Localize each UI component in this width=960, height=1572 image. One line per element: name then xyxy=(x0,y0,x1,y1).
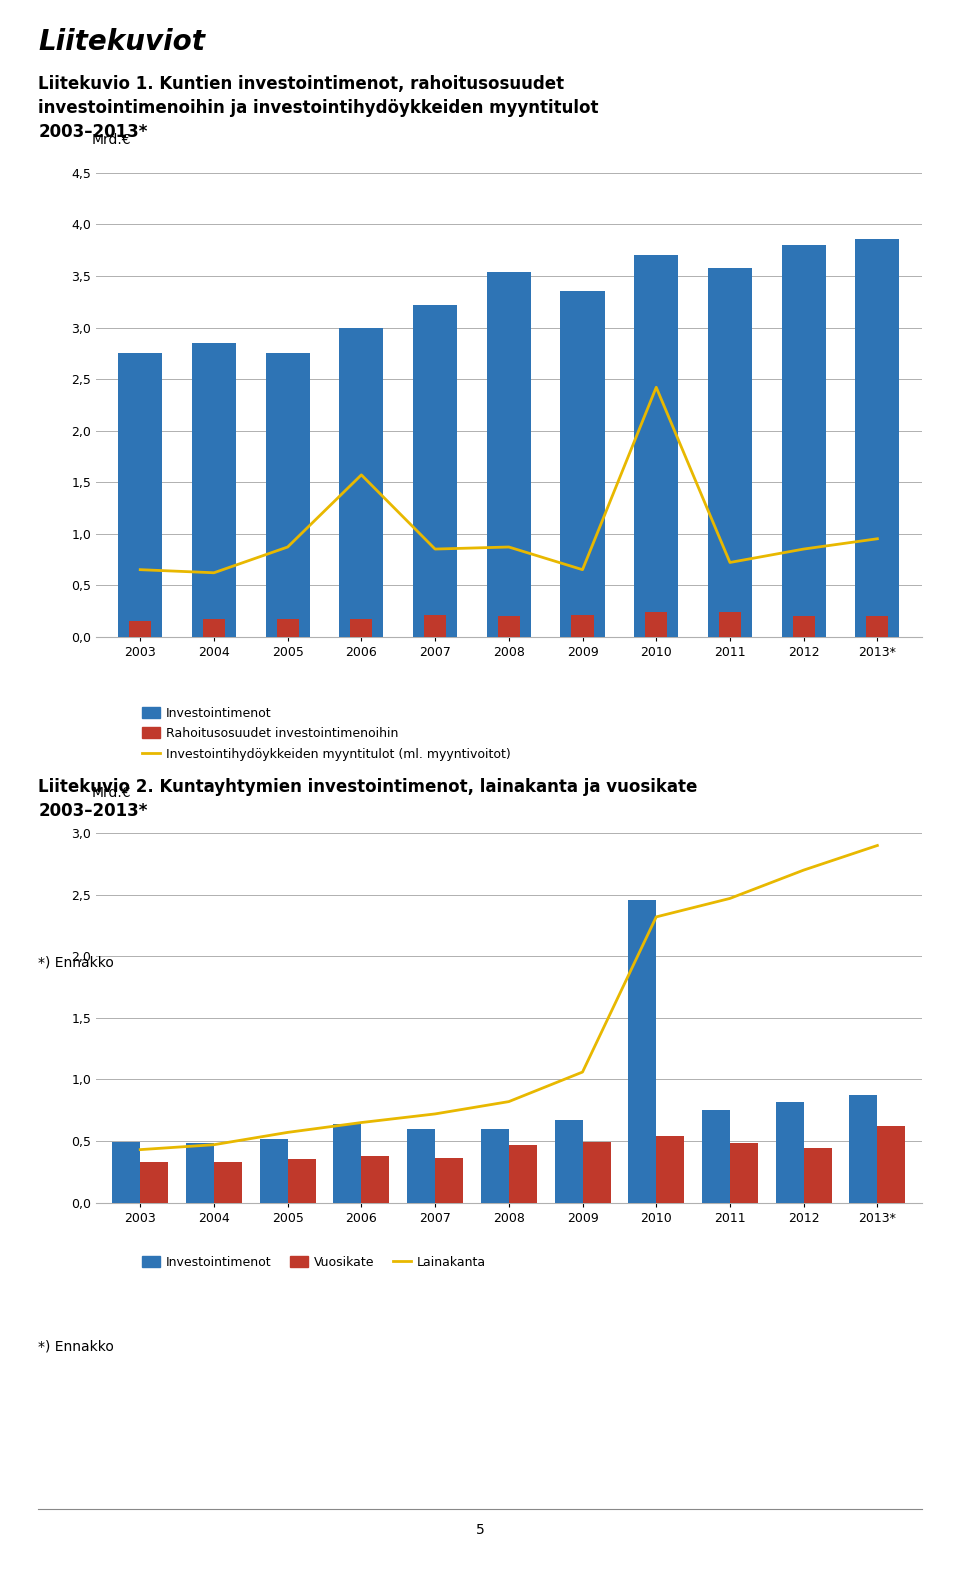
Text: Mrd.€: Mrd.€ xyxy=(92,786,132,800)
Bar xyxy=(140,1162,168,1203)
Text: *) Ennakko: *) Ennakko xyxy=(38,1339,114,1353)
Bar xyxy=(186,1143,214,1203)
Bar xyxy=(361,1155,390,1203)
Bar xyxy=(350,619,372,637)
Bar xyxy=(776,1102,804,1203)
Bar xyxy=(259,1138,288,1203)
Bar xyxy=(333,1124,361,1203)
Bar xyxy=(781,245,826,637)
Bar xyxy=(850,1096,877,1203)
Text: *) Ennakko: *) Ennakko xyxy=(38,956,114,970)
Bar xyxy=(793,616,815,637)
Bar xyxy=(509,1144,537,1203)
Bar xyxy=(555,1121,583,1203)
Bar xyxy=(645,612,667,637)
Bar xyxy=(628,899,657,1203)
Bar xyxy=(192,343,236,637)
Bar xyxy=(481,1129,509,1203)
Bar xyxy=(877,1126,905,1203)
Bar xyxy=(708,267,752,637)
Bar xyxy=(130,621,152,637)
Bar xyxy=(583,1143,611,1203)
Bar xyxy=(561,291,605,637)
Legend: Investointimenot, Rahoitusosuudet investointimenoihin, Investointihydöykkeiden m: Investointimenot, Rahoitusosuudet invest… xyxy=(137,701,516,766)
Bar xyxy=(635,255,679,637)
Bar xyxy=(407,1129,435,1203)
Bar xyxy=(339,327,383,637)
Bar xyxy=(118,354,162,637)
Bar xyxy=(804,1149,831,1203)
Bar xyxy=(730,1143,758,1203)
Bar xyxy=(424,615,446,637)
Bar xyxy=(435,1159,463,1203)
Bar xyxy=(276,619,299,637)
Bar xyxy=(571,615,593,637)
Text: Liitekuviot: Liitekuviot xyxy=(38,28,205,57)
Bar xyxy=(413,305,457,637)
Bar xyxy=(702,1110,730,1203)
Bar xyxy=(112,1143,140,1203)
Bar xyxy=(288,1160,316,1203)
Bar xyxy=(214,1162,242,1203)
Bar xyxy=(855,239,900,637)
Bar xyxy=(203,619,225,637)
Bar xyxy=(866,616,888,637)
Bar xyxy=(657,1137,684,1203)
Bar xyxy=(719,612,741,637)
Bar xyxy=(487,272,531,637)
Text: Liitekuvio 2. Kuntayhtymien investointimenot, lainakanta ja vuosikate: Liitekuvio 2. Kuntayhtymien investointim… xyxy=(38,778,698,795)
Text: 5: 5 xyxy=(475,1523,485,1537)
Text: Mrd.€: Mrd.€ xyxy=(92,134,132,148)
Bar xyxy=(266,354,310,637)
Text: 2003–2013*: 2003–2013* xyxy=(38,123,148,140)
Text: 2003–2013*: 2003–2013* xyxy=(38,802,148,819)
Bar xyxy=(497,616,520,637)
Legend: Investointimenot, Vuosikate, Lainakanta: Investointimenot, Vuosikate, Lainakanta xyxy=(137,1251,492,1273)
Text: investointimenoihin ja investointihydöykkeiden myyntitulot: investointimenoihin ja investointihydöyk… xyxy=(38,99,599,116)
Text: Liitekuvio 1. Kuntien investointimenot, rahoitusosuudet: Liitekuvio 1. Kuntien investointimenot, … xyxy=(38,75,564,93)
